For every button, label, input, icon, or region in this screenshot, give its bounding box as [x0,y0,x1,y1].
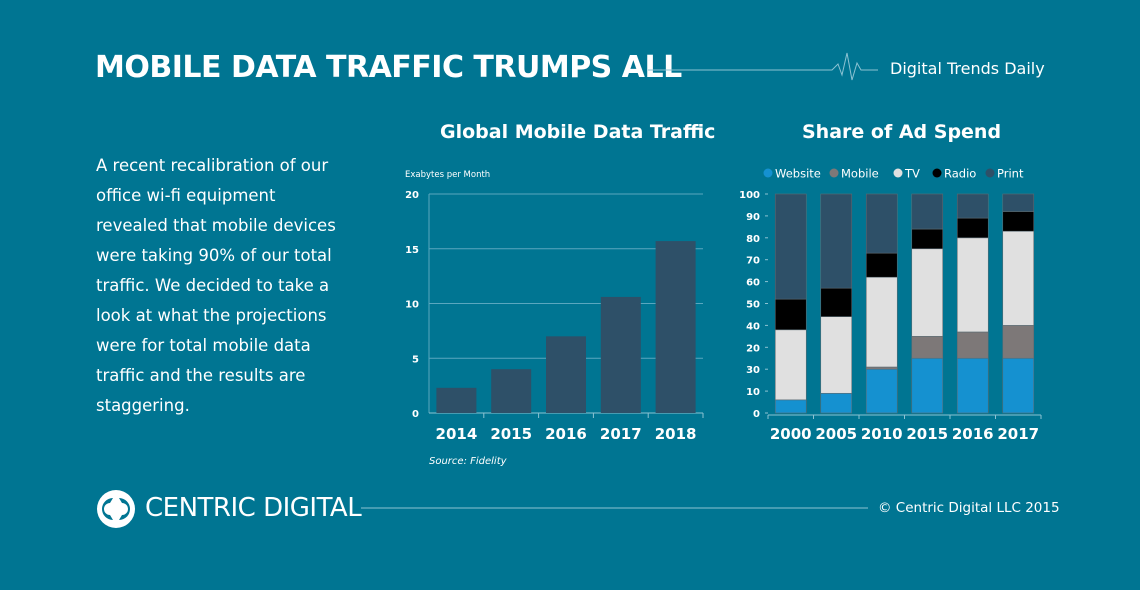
y-tick-label: 60 [746,278,760,289]
page-title: MOBILE DATA TRAFFIC TRUMPS ALL [95,50,682,85]
segment-website-2005 [820,392,853,414]
segment-mobile-2015 [911,336,944,359]
bar-2015 [491,369,532,413]
segment-print-2000 [774,193,807,300]
legend-label-mobile: Mobile [841,167,879,181]
x-tick-label: 2000 [770,425,812,443]
y-tick-label: 10 [405,300,419,311]
header-line [648,52,878,81]
x-tick-label: 2016 [545,425,587,443]
segment-print-2017 [1002,193,1035,212]
segment-tv-2005 [820,316,853,394]
legend-marker-website [763,168,773,178]
segment-radio-2015 [911,228,944,250]
legend-label-radio: Radio [944,167,976,181]
y-tick-label: 15 [405,245,419,256]
segment-radio-2017 [1002,211,1035,232]
segment-radio-2016 [956,217,989,239]
x-tick-label: 2015 [906,425,948,443]
legend-label-website: Website [775,167,821,181]
x-tick-label: 2016 [952,425,994,443]
segment-tv-2010 [865,276,898,368]
y-tick-label: 0 [412,409,419,420]
segment-radio-2010 [865,252,898,278]
x-tick-label: 2017 [997,425,1039,443]
x-tick-label: 2014 [436,425,478,443]
segment-print-2016 [956,193,989,219]
segment-website-2016 [956,357,989,414]
adspend-chart: Website Mobile TV Radio Print 0 10 30 20 40 50 60 70… [739,167,1042,443]
y-tick-label: 100 [739,190,760,201]
segment-website-2017 [1002,357,1035,414]
legend-marker-tv [893,168,903,178]
copyright: © Centric Digital LLC 2015 [878,500,1060,516]
legend-marker-print [985,168,995,178]
traffic-chart: Exabytes per Month 0 5 10 15 20 2014 2015 2016 20… [405,170,704,467]
segment-radio-2000 [774,298,807,331]
centric-logo-icon [97,490,135,528]
legend-label-print: Print [997,167,1024,181]
x-tick-label: 2015 [490,425,532,443]
segment-website-2010 [865,368,898,414]
x-tick-label: 2005 [815,425,857,443]
segment-mobile-2016 [956,331,989,359]
legend-marker-radio [932,168,942,178]
segment-tv-2016 [956,237,989,333]
y-axis-label: Exabytes per Month [405,170,490,180]
legend-marker-mobile [829,168,839,178]
brand-name: Digital Trends Daily [890,59,1045,78]
y-tick-label: 20 [405,190,419,201]
adspend-chart-title: Share of Ad Spend [802,121,1002,143]
logo-text: CENTRIC DIGITAL [145,493,362,523]
segment-tv-2000 [774,329,807,401]
source-note: Source: Fidelity [429,456,508,467]
segment-mobile-2010 [865,366,898,370]
segment-tv-2015 [911,248,944,337]
segment-print-2005 [820,193,853,289]
bar-2018 [655,241,696,413]
y-tick-label: 90 [746,212,760,223]
segment-website-2000 [774,399,807,414]
traffic-chart-title: Global Mobile Data Traffic [440,121,716,143]
x-tick-label: 2017 [600,425,642,443]
bar-2017 [600,296,641,413]
intro-text: A recent recalibration of our office wi-… [96,156,336,415]
y-tick-label: 80 [746,234,760,245]
segment-print-2010 [865,193,898,254]
segment-website-2015 [911,357,944,414]
y-tick-label: 5 [412,354,419,365]
segment-radio-2005 [820,287,853,317]
y-tick-label: 50 [746,300,760,311]
bar-2014 [436,387,477,413]
y-tick-label: 40 [746,321,760,332]
y-tick-label: 30 [746,365,760,376]
y-tick-label: 20 [746,343,760,354]
y-tick-label: 70 [746,256,760,267]
x-tick-label: 2018 [655,425,697,443]
segment-print-2015 [911,193,944,230]
x-tick-label: 2010 [861,425,903,443]
y-tick-label: 0 [753,409,760,420]
y-tick-label: 10 [746,387,760,398]
segment-mobile-2017 [1002,325,1035,359]
segment-tv-2017 [1002,230,1035,326]
bar-2016 [546,336,586,413]
legend-label-tv: TV [904,167,920,181]
